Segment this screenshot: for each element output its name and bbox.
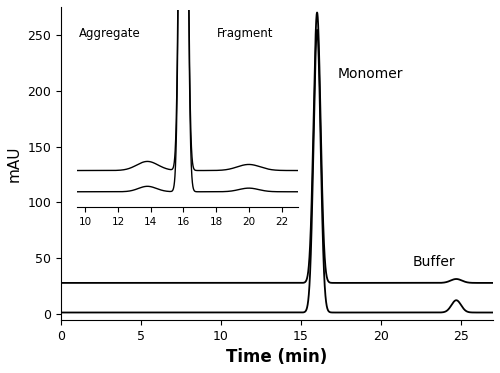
Y-axis label: mAU: mAU [7, 145, 22, 182]
X-axis label: Time (min): Time (min) [226, 348, 328, 366]
Text: Buffer: Buffer [413, 255, 456, 269]
Text: Monomer: Monomer [338, 67, 404, 81]
